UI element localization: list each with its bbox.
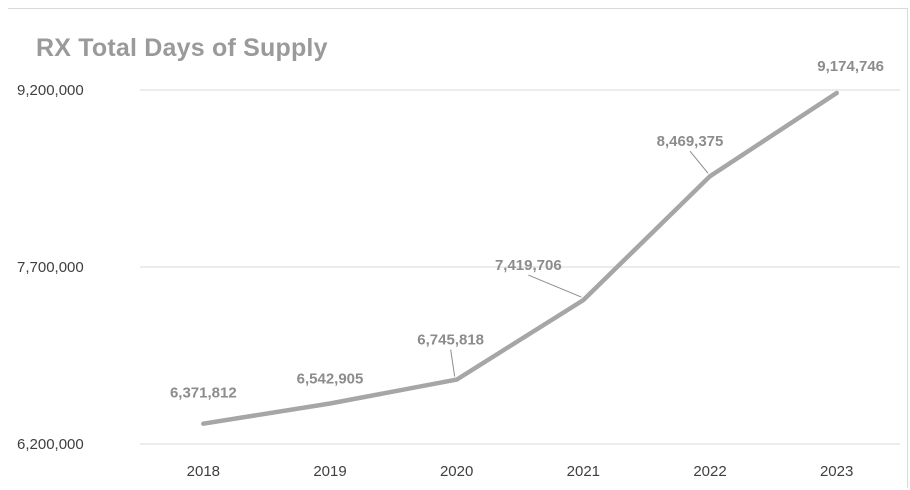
leader-line: [528, 274, 582, 298]
x-tick-label: 2022: [693, 463, 726, 480]
x-tick-label: 2020: [440, 463, 473, 480]
data-label: 6,542,905: [297, 371, 364, 388]
x-tick-label: 2018: [187, 463, 220, 480]
y-tick-label: 9,200,000: [17, 82, 84, 99]
grid-lines: [140, 89, 900, 445]
chart-frame: [8, 8, 908, 488]
series-layer: [201, 90, 839, 426]
data-label: 9,174,746: [817, 58, 884, 75]
x-axis-tick-labels: 2018 2019 2020 2021 2022 2023: [187, 463, 854, 480]
data-label: 6,745,818: [417, 332, 484, 349]
series-line: [201, 90, 839, 426]
y-axis-tick-labels: 6,200,000 7,700,000 9,200,000: [17, 82, 84, 453]
data-label: 8,469,375: [657, 133, 724, 150]
data-label: 6,371,812: [170, 385, 237, 402]
leader-lines: [450, 150, 709, 377]
x-tick-label: 2019: [313, 463, 346, 480]
data-labels: 6,371,812 6,542,905 6,745,818 7,419,706 8,46…: [170, 58, 884, 402]
y-tick-label: 7,700,000: [17, 259, 84, 276]
leader-line: [450, 349, 456, 377]
chart-title: RX Total Days of Supply: [36, 34, 328, 62]
data-label: 7,419,706: [495, 257, 562, 274]
leader-line: [689, 150, 709, 174]
x-tick-label: 2021: [567, 463, 600, 480]
x-tick-label: 2023: [820, 463, 853, 480]
y-tick-label: 6,200,000: [17, 436, 84, 453]
